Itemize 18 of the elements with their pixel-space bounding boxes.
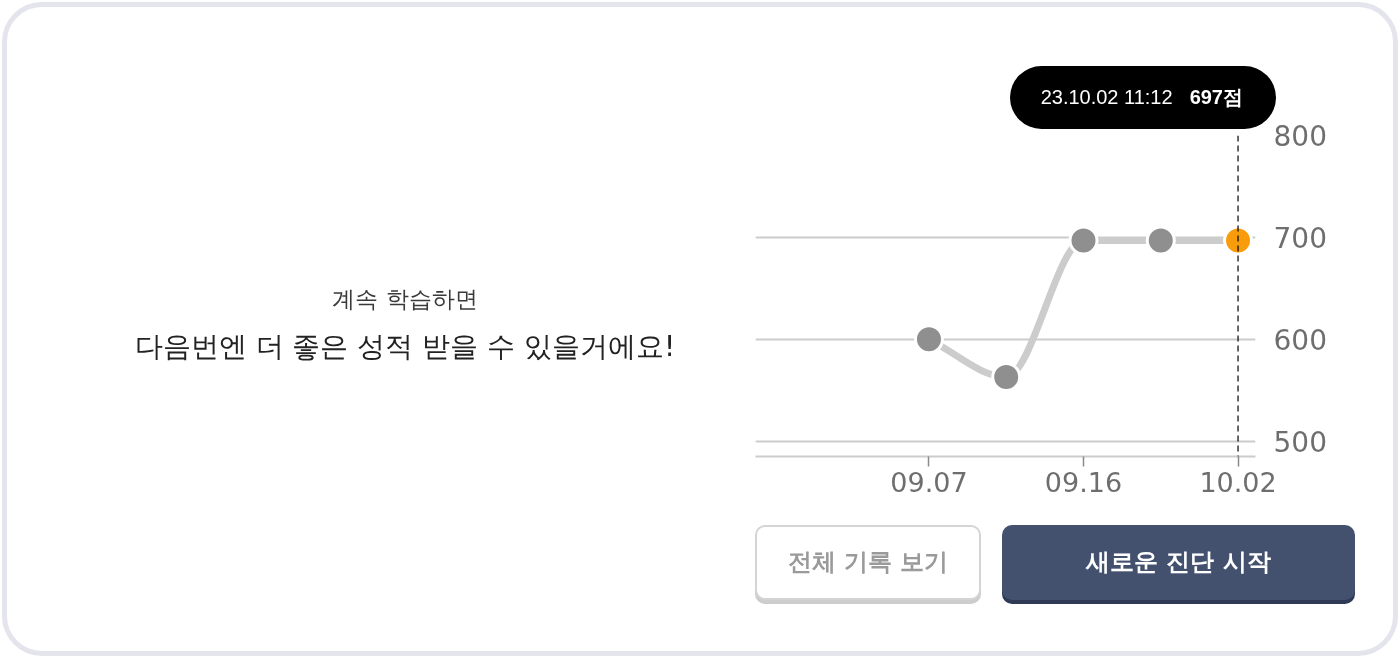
x-tick-label: 09.16 xyxy=(1044,466,1123,498)
point xyxy=(913,324,944,355)
x-tick-label: 10.02 xyxy=(1199,466,1277,498)
y-tick-label: 700 xyxy=(1273,221,1327,255)
text: 다음번엔 더 좋은 성적 받을 수 있을거에요! xyxy=(133,330,677,364)
text: 계속 학습하면 xyxy=(331,286,479,312)
y-tick-label: 800 xyxy=(1273,120,1327,153)
point xyxy=(1223,225,1254,256)
text: 697점 xyxy=(1189,85,1243,111)
y-tick-label: 600 xyxy=(1273,323,1327,357)
y-tick-label: 500 xyxy=(1273,425,1327,459)
point xyxy=(991,362,1022,392)
text: 23.10.02 11:12 xyxy=(1040,85,1173,111)
x-tick-label: 09.07 xyxy=(890,466,968,498)
text: 전체 기록 보기 xyxy=(755,525,981,600)
text: 새로운 진단 시작 xyxy=(1002,525,1355,600)
point xyxy=(1145,225,1176,256)
point xyxy=(1068,225,1099,256)
